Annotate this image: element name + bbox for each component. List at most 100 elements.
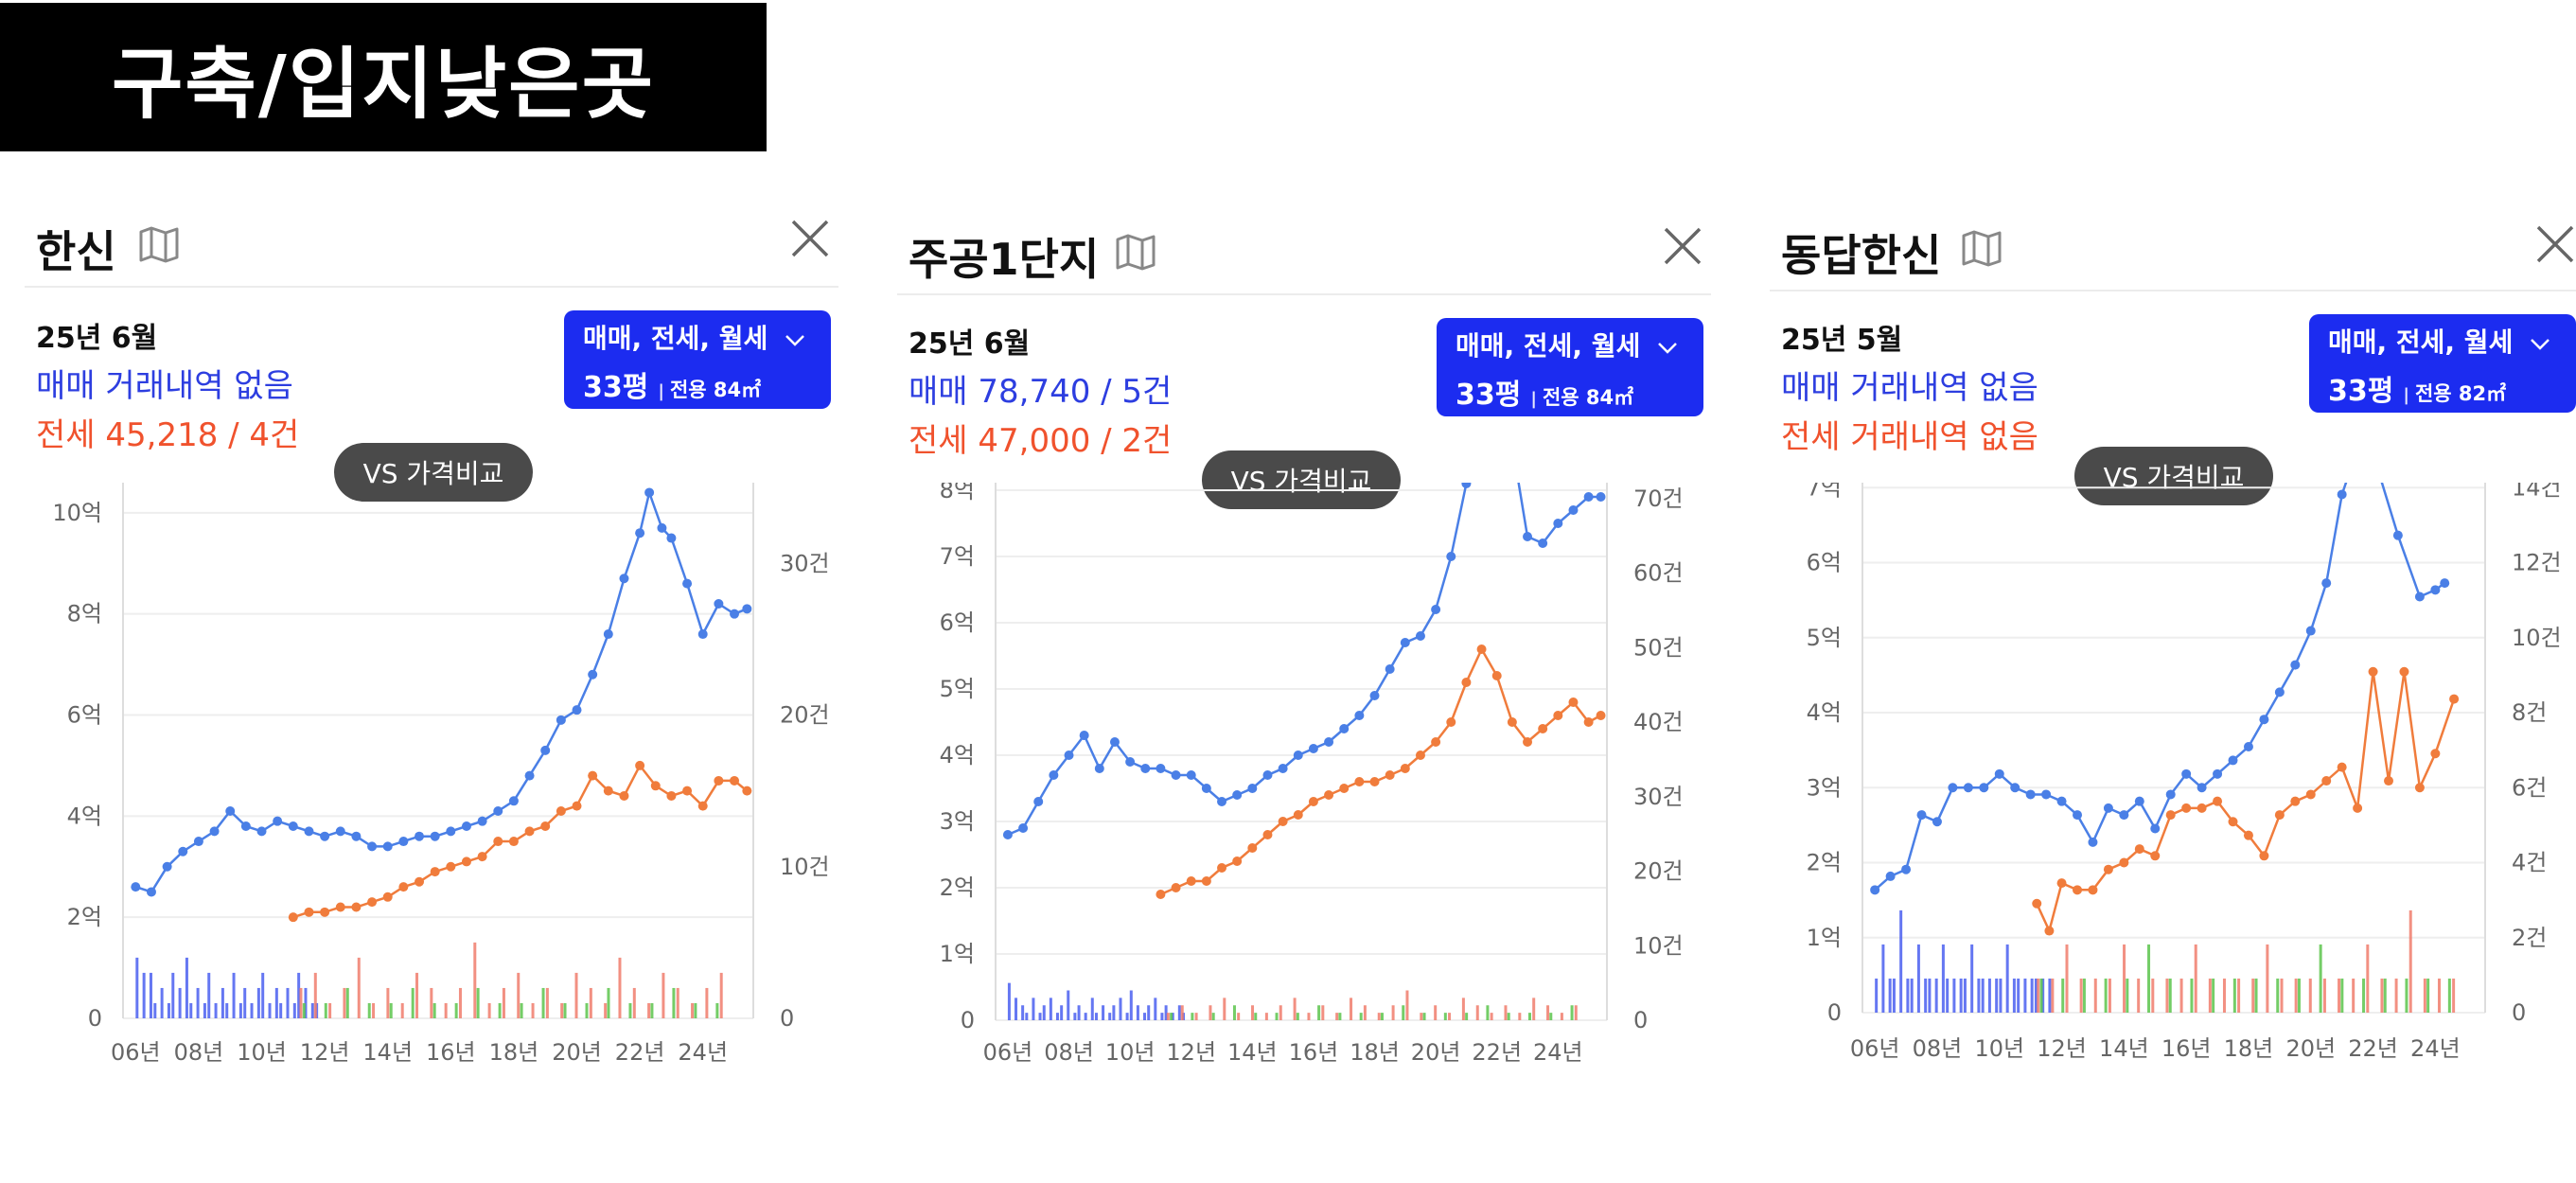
volume-bar	[1486, 1005, 1490, 1020]
data-point	[1491, 671, 1502, 680]
trade-type-filter-button[interactable]: 매매, 전세, 월세 33평 | 전용 82㎡	[2309, 314, 2576, 413]
volume-bar	[2051, 978, 2055, 1013]
volume-bar	[1527, 1013, 1531, 1020]
y-left-tick-label: 5억	[1807, 625, 1842, 651]
volume-bar	[149, 972, 152, 1018]
x-tick-label: 06년	[111, 1039, 161, 1066]
close-icon[interactable]	[1662, 225, 1703, 267]
volume-bar	[487, 1002, 491, 1018]
volume-bar	[2254, 978, 2258, 1013]
volume-bar	[1077, 1005, 1081, 1020]
volume-bar	[2338, 978, 2341, 1013]
y-right-tick-label: 0	[1633, 1007, 1648, 1033]
data-point	[2290, 796, 2301, 806]
volume-bar	[1391, 1005, 1395, 1020]
volume-bar	[650, 1002, 654, 1018]
volume-bar	[2165, 978, 2169, 1013]
volume-bar	[1995, 978, 1999, 1013]
data-point	[1171, 883, 1181, 892]
y-right-tick-label: 0	[780, 1005, 794, 1032]
trade-type-filter-button[interactable]: 매매, 전세, 월세 33평 | 전용 84㎡	[1437, 318, 1703, 416]
data-point	[2213, 768, 2223, 779]
sale-summary: 매매 78,740 / 5건	[909, 373, 1173, 411]
data-point	[657, 522, 667, 533]
data-point	[2274, 810, 2285, 821]
volume-bar	[1952, 978, 1956, 1013]
volume-bar	[1160, 1013, 1164, 1020]
filter-label: 매매, 전세, 월세	[1456, 330, 1641, 362]
volume-bar	[2123, 944, 2126, 1013]
chevron-down-icon	[785, 335, 804, 346]
volume-bar	[2104, 978, 2108, 1013]
data-point	[1461, 678, 1472, 687]
data-point	[697, 629, 708, 640]
volume-bar	[1875, 978, 1879, 1013]
trade-type-filter-button[interactable]: 매매, 전세, 월세 33평 | 전용 84㎡	[564, 310, 831, 409]
data-point	[1018, 823, 1029, 833]
data-point	[304, 826, 314, 837]
volume-bar	[2322, 978, 2326, 1013]
data-point	[398, 882, 409, 892]
data-point	[2274, 687, 2285, 697]
y-right-tick-label: 0	[2512, 999, 2526, 1026]
data-point	[2044, 926, 2055, 936]
volume-bar	[189, 1002, 193, 1018]
data-point	[588, 770, 598, 781]
volume-bar	[1084, 1013, 1087, 1020]
data-point	[461, 856, 471, 867]
data-point	[178, 846, 188, 856]
vs-compare-button[interactable]: VS 가격비교	[1202, 450, 1401, 509]
volume-bar	[2352, 978, 2355, 1013]
volume-bar	[2041, 978, 2045, 1013]
data-point	[1538, 539, 1548, 548]
volume-bar	[1380, 1013, 1384, 1020]
filter-separator: |	[2403, 385, 2409, 405]
map-icon[interactable]	[1961, 229, 2003, 267]
volume-bar	[1293, 998, 1297, 1020]
data-point	[1308, 744, 1318, 753]
volume-bar	[2048, 978, 2052, 1013]
sale-summary: 매매 거래내역 없음	[1781, 369, 2038, 407]
volume-bar	[2280, 978, 2284, 1013]
y-left-tick-label: 2억	[67, 904, 102, 930]
volume-bar	[214, 1002, 218, 1018]
divider	[1770, 290, 2576, 291]
volume-bar	[292, 1002, 296, 1018]
data-point	[351, 902, 362, 912]
data-point	[351, 831, 362, 841]
y-left-tick-label: 8억	[67, 601, 102, 627]
volume-bar	[1102, 1005, 1105, 1020]
close-icon[interactable]	[2534, 223, 2576, 265]
data-point	[2259, 851, 2269, 861]
data-point	[572, 801, 582, 811]
volume-bar	[2251, 978, 2255, 1013]
map-icon[interactable]	[138, 225, 180, 263]
x-tick-label: 08년	[1044, 1039, 1094, 1066]
rent-summary: 전세 45,218 / 4건	[36, 416, 300, 454]
volume-bar	[1338, 1013, 1342, 1020]
data-point	[666, 533, 677, 543]
volume-bar	[345, 987, 349, 1018]
data-point	[1262, 830, 1273, 839]
x-tick-label: 14년	[1227, 1039, 1278, 1066]
close-icon[interactable]	[789, 218, 831, 259]
data-point	[1476, 644, 1487, 654]
data-point	[2165, 789, 2176, 800]
data-point	[635, 528, 645, 539]
data-point	[1446, 717, 1456, 727]
data-point	[2337, 489, 2347, 500]
apartment-panel: 한신 25년 6월 매매 거래내역 없음 전세 45,218 / 4건 매매, …	[8, 199, 840, 1174]
data-point	[540, 745, 551, 755]
data-point	[2181, 803, 2192, 813]
y-right-tick-label: 2건	[2512, 925, 2547, 951]
volume-bar	[1136, 1005, 1139, 1020]
vs-compare-button[interactable]: VS 가격비교	[334, 443, 533, 502]
data-point	[2384, 776, 2394, 786]
volume-bar	[1363, 1005, 1367, 1020]
map-icon[interactable]	[1115, 233, 1156, 271]
volume-bar	[2108, 978, 2111, 1013]
volume-bar	[2147, 944, 2151, 1013]
y-left-tick-label: 6억	[1807, 550, 1842, 576]
volume-bar	[1170, 1013, 1173, 1020]
data-point	[1247, 843, 1258, 853]
